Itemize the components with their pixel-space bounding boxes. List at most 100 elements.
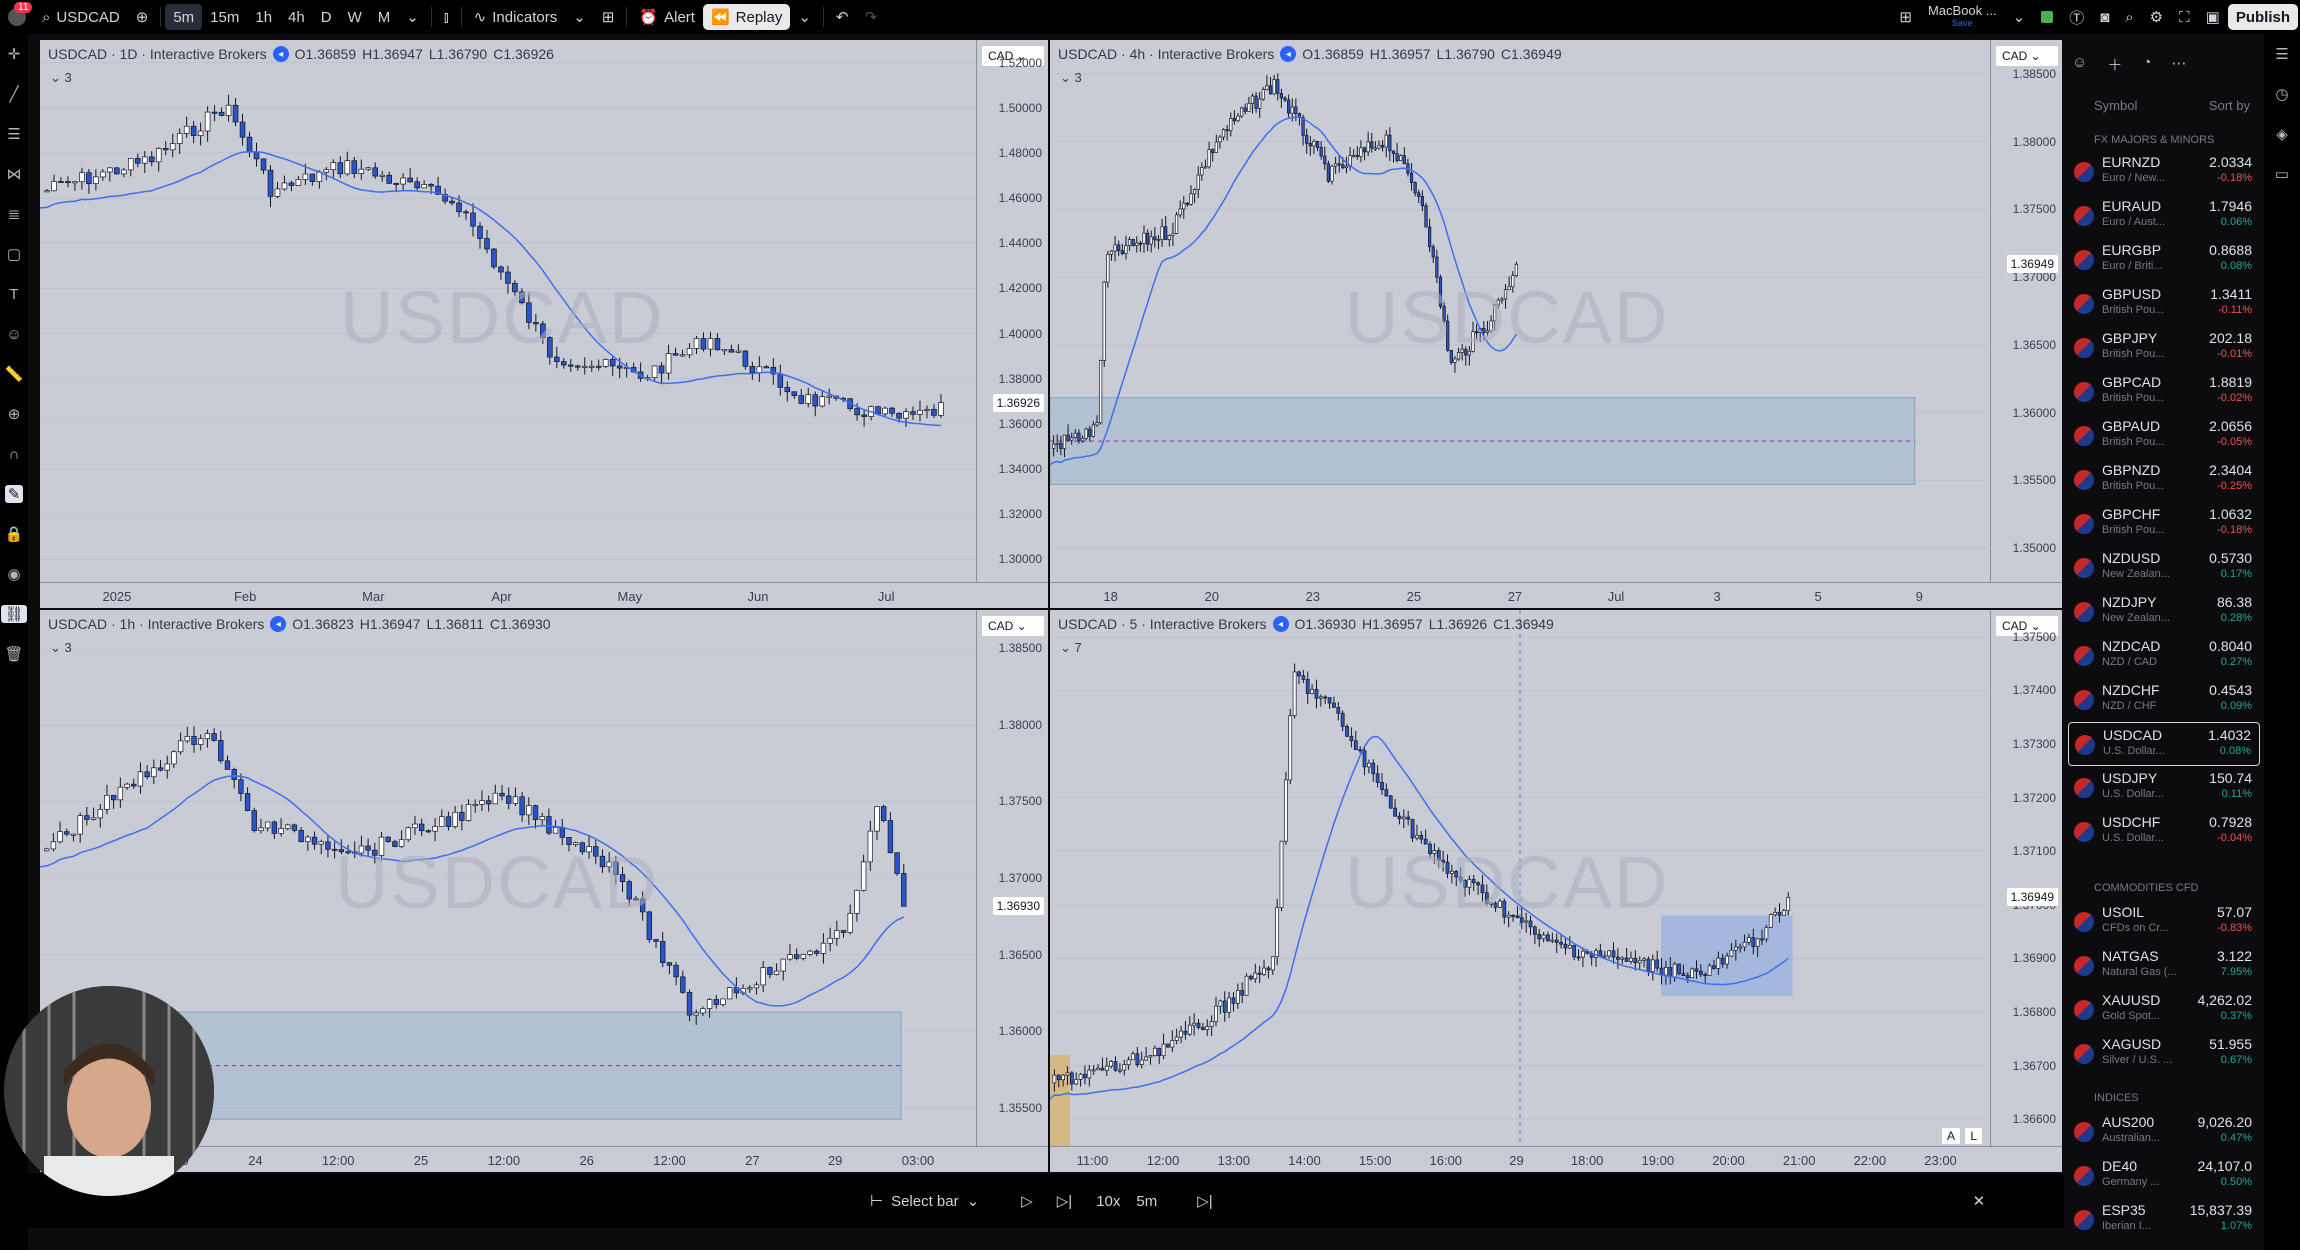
watchlist-row-gbpusd[interactable]: GBPUSD British Pou... 1.3411 -0.11% bbox=[2068, 282, 2260, 326]
watchlist-row-aus200[interactable]: AUS200 Australian... 9,026.20 0.47% bbox=[2068, 1110, 2260, 1154]
watchlist-row-nzdjpy[interactable]: NZDJPY New Zealan... 86.38 0.28% bbox=[2068, 590, 2260, 634]
jump-realtime-button[interactable]: ▷| bbox=[1197, 1192, 1212, 1210]
quick-search-button[interactable]: ⌕ bbox=[2117, 4, 2141, 30]
trendline-tool[interactable]: ╱ bbox=[0, 74, 28, 114]
price-axis[interactable]: CAD ⌄ 1.52000 1.50000 1.48000 1.46000 1.44000… bbox=[976, 40, 1048, 608]
more-icon[interactable]: ⋯ bbox=[2171, 55, 2187, 72]
chat-toggle[interactable]: ▭ bbox=[2264, 154, 2300, 194]
close-replay-button[interactable]: ✕ bbox=[1973, 1192, 1986, 1210]
app-logo[interactable]: 11 bbox=[0, 2, 34, 30]
watchlist-row-de40[interactable]: DE40 Germany ... 24,107.0 0.50% bbox=[2068, 1154, 2260, 1198]
watchlist-row-gbpcad[interactable]: GBPCAD British Pou... 1.8819 -0.02% bbox=[2068, 370, 2260, 414]
alert-button[interactable]: ⏰ Alert bbox=[631, 4, 703, 30]
watchlist-row-esp35[interactable]: ESP35 Iberian I... 15,837.39 1.07% bbox=[2068, 1198, 2260, 1242]
price-axis[interactable]: CAD ⌄ 1.38500 1.38000 1.37500 1.37000 1.36500… bbox=[1990, 40, 2062, 608]
chart-panel-4h[interactable]: USDCAD USDCAD · 4h · Interactive Brokers… bbox=[1050, 40, 2062, 608]
price-axis[interactable]: CAD ⌄ 1.37500 1.37400 1.37300 1.37200 1.37100… bbox=[1990, 610, 2062, 1172]
status-button[interactable] bbox=[2033, 4, 2061, 30]
chart-type-button[interactable]: ⫾ bbox=[436, 4, 457, 30]
publish-button[interactable]: Publish bbox=[2227, 4, 2298, 30]
watchlist-row-gbpaud[interactable]: GBPAUD British Pou... 2.0656 -0.05% bbox=[2068, 414, 2260, 458]
watchlist-header-symbol[interactable]: Symbol bbox=[2094, 98, 2138, 113]
snapshot-button[interactable]: ▣ bbox=[2198, 4, 2228, 30]
speed-button[interactable]: 10x bbox=[1096, 1192, 1121, 1210]
chart-canvas[interactable] bbox=[1050, 610, 2062, 1172]
compare-button[interactable]: ⊕ bbox=[128, 4, 157, 30]
interval-1h[interactable]: 1h bbox=[255, 8, 273, 26]
watchlist-row-eurnzd[interactable]: EURNZD Euro / New... 2.0334 -0.18% bbox=[2068, 150, 2260, 194]
indicators-button[interactable]: ∿ Indicators bbox=[466, 4, 566, 30]
interval-dropdown[interactable]: ⌄ bbox=[398, 4, 427, 30]
watchlist-row-nzdchf[interactable]: NZDCHF NZD / CHF 0.4543 0.09% bbox=[2068, 678, 2260, 722]
indicators-collapse[interactable]: ⌄ 3 bbox=[50, 640, 72, 656]
remove-drawings-tool[interactable]: 🗑 bbox=[0, 634, 28, 674]
alerts-toggle[interactable]: ◷ bbox=[2264, 74, 2300, 114]
indicators-collapse[interactable]: ⌄ 3 bbox=[50, 70, 72, 86]
watchlist-row-nzdcad[interactable]: NZDCAD NZD / CAD 0.8040 0.27% bbox=[2068, 634, 2260, 678]
indicators-dropdown[interactable]: ⌄ bbox=[565, 4, 594, 30]
watchlist-toggle[interactable]: ☰ bbox=[2264, 34, 2300, 74]
interval-m[interactable]: M bbox=[377, 8, 391, 26]
watchlist-row-gbpchf[interactable]: GBPCHF British Pou... 1.0632 -0.18% bbox=[2068, 502, 2260, 546]
interval-d[interactable]: D bbox=[320, 8, 332, 26]
indicators-collapse[interactable]: ⌄ 3 bbox=[1060, 70, 1082, 86]
chart-canvas[interactable] bbox=[1050, 40, 2062, 608]
watchlist-row-xagusd[interactable]: XAGUSD Silver / U.S. ... 51.955 0.67% bbox=[2068, 1032, 2260, 1076]
layout-dropdown[interactable]: ⌄ bbox=[2005, 4, 2034, 30]
zoom-tool[interactable]: ⊕ bbox=[0, 394, 28, 434]
settings-button[interactable]: ⚙ bbox=[2142, 4, 2171, 30]
stay-drawing-tool[interactable]: ✎ bbox=[0, 474, 28, 514]
undo-button[interactable]: ↶ bbox=[828, 4, 857, 30]
currency-select[interactable]: CAD ⌄ bbox=[982, 46, 1044, 66]
hide-tool[interactable]: ◉ bbox=[0, 554, 28, 594]
alert-clock-icon[interactable]: ◔ bbox=[2142, 54, 2152, 71]
lock-tool[interactable]: 🔒 bbox=[0, 514, 28, 554]
layers-toggle[interactable]: ◈ bbox=[2264, 114, 2300, 154]
chart-panel-1d[interactable]: USDCAD USDCAD · 1D · Interactive Brokers… bbox=[40, 40, 1048, 608]
fullscreen-button[interactable]: ⛶ bbox=[2171, 4, 2198, 30]
plus-icon[interactable]: ＋ bbox=[2107, 57, 2123, 74]
section-commodities[interactable]: COMMODITIES CFD bbox=[2094, 882, 2199, 894]
watchlist-row-gbpnzd[interactable]: GBPNZD British Pou... 2.3404 -0.25% bbox=[2068, 458, 2260, 502]
indicators-collapse[interactable]: ⌄ 7 bbox=[1060, 640, 1082, 656]
time-axis[interactable]: 18 20 23 25 27 Jul 3 5 9 bbox=[1050, 582, 2062, 608]
replay-button[interactable]: ⏪ Replay bbox=[702, 4, 791, 30]
horizontal-lines-tool[interactable]: ☰ bbox=[0, 114, 28, 154]
interval-15m[interactable]: 15m bbox=[210, 8, 240, 26]
watchlist-row-usdchf[interactable]: USDCHF U.S. Dollar... 0.7928 -0.04% bbox=[2068, 810, 2260, 854]
watchlist-row-euraud[interactable]: EURAUD Euro / Aust... 1.7946 0.06% bbox=[2068, 194, 2260, 238]
currency-select[interactable]: CAD ⌄ bbox=[1996, 46, 2058, 66]
watchlist-row-usoil[interactable]: USOIL CFDs on Cr... 57.07 -0.83% bbox=[2068, 900, 2260, 944]
interval-w[interactable]: W bbox=[347, 8, 362, 26]
layout-name[interactable]: MacBook ... Save bbox=[1920, 4, 2005, 30]
replay-interval-button[interactable]: 5m bbox=[1136, 1192, 1158, 1210]
select-bar-button[interactable]: ⊢ Select bar ⌄ bbox=[870, 1192, 979, 1211]
watchlist-sort[interactable]: Sort by bbox=[2208, 98, 2250, 113]
watchlist-row-eurgbp[interactable]: EURGBP Euro / Briti... 0.8688 0.08% bbox=[2068, 238, 2260, 282]
magnet-tool[interactable]: ∩ bbox=[0, 434, 28, 474]
chart-canvas[interactable] bbox=[40, 40, 1048, 608]
pattern-tool[interactable]: ⋈ bbox=[0, 154, 28, 194]
forward-button[interactable]: ▷| bbox=[1057, 1192, 1072, 1210]
watchlist-row-usdjpy[interactable]: USDJPY U.S. Dollar... 150.74 0.11% bbox=[2068, 766, 2260, 810]
sync-drawings-tool[interactable]: ⛓ bbox=[0, 594, 28, 634]
watchlist-row-nzdusd[interactable]: NZDUSD New Zealan... 0.5730 0.17% bbox=[2068, 546, 2260, 590]
currency-select[interactable]: CAD ⌄ bbox=[982, 616, 1044, 636]
ruler-tool[interactable]: 📏 bbox=[0, 354, 28, 394]
fib-tool[interactable]: ≣ bbox=[0, 194, 28, 234]
stop-button[interactable]: ◙ bbox=[2092, 4, 2117, 30]
price-axis[interactable]: CAD ⌄ 1.38500 1.38000 1.37500 1.37000 1.36500… bbox=[976, 610, 1048, 1172]
watchlist-row-gbpjpy[interactable]: GBPJPY British Pou... 202.18 -0.01% bbox=[2068, 326, 2260, 370]
interval-4h[interactable]: 4h bbox=[288, 8, 305, 26]
currency-select[interactable]: CAD ⌄ bbox=[1996, 616, 2058, 636]
replay-dropdown[interactable]: ⌄ bbox=[790, 4, 819, 30]
watchlist-row-natgas[interactable]: NATGAS Natural Gas (... 3.122 7.95% bbox=[2068, 944, 2260, 988]
watchlist-row-usdcad[interactable]: USDCAD U.S. Dollar... 1.4032 0.08% bbox=[2068, 722, 2260, 766]
chart-panel-5m[interactable]: USDCAD USDCAD · 5 · Interactive Brokers … bbox=[1050, 610, 2062, 1172]
section-indices[interactable]: INDICES bbox=[2094, 1092, 2139, 1104]
interval-5m[interactable]: 5m bbox=[165, 4, 203, 30]
symbol-search[interactable]: ⌕ USDCAD bbox=[34, 4, 128, 30]
scale-auto-button[interactable]: A bbox=[1941, 1128, 1960, 1144]
layouts-button[interactable]: ⊞ bbox=[594, 4, 623, 30]
shapes-tool[interactable]: ▢ bbox=[0, 234, 28, 274]
